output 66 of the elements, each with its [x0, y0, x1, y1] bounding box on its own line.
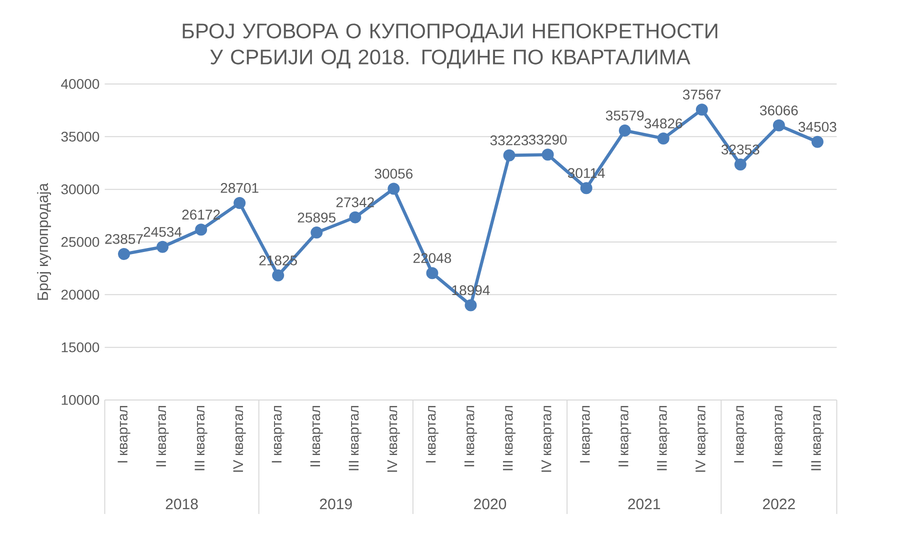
text: 2020: [474, 498, 506, 510]
point: [618, 124, 631, 137]
text: 2018: [166, 498, 198, 510]
x-tick-label: III квартал: [194, 406, 208, 470]
x-tick-label: IV квартал: [696, 406, 708, 472]
data-label: 37567: [682, 90, 721, 100]
x-tick-label: III квартал: [503, 406, 516, 470]
data-label: 34503: [798, 122, 836, 132]
data-label: 28701: [220, 183, 258, 193]
x-tick-label: I квартал: [118, 406, 130, 462]
text: 2021: [628, 498, 660, 510]
x-tick-label: I квартал: [734, 406, 747, 462]
x-tick-label: II квартал: [772, 406, 786, 466]
point: [272, 269, 284, 282]
x-tick-label: II квартал: [310, 406, 323, 466]
text: 2019: [320, 498, 352, 510]
x-tick-label: I квартал: [426, 406, 438, 462]
y-tick-label: 30000: [61, 184, 100, 194]
data-label: 36066: [760, 105, 798, 116]
data-label: 34826: [644, 118, 682, 128]
point: [388, 182, 400, 195]
data-label: 24534: [144, 226, 182, 237]
data-label: 33290: [528, 134, 567, 145]
point: [734, 158, 746, 171]
chart-title: БРОЈ УГОВОРА О КУПОПРОДАЈИ НЕПОКРЕТНОСТИ У СРБИЈИ ОД 2018. ГОДИНЕ ПО КВАРТАЛИМА: [182, 24, 718, 68]
data-label: 23857: [105, 234, 143, 244]
x-tick-label: IV квартал: [542, 406, 554, 472]
x-tick-label: II квартал: [618, 406, 632, 466]
point: [657, 132, 670, 144]
x-tick-label: IV квартал: [233, 406, 246, 472]
x-tick-label: III квартал: [811, 406, 824, 470]
x-tick-label: III квартал: [348, 406, 362, 470]
data-label: 30056: [374, 168, 413, 179]
text: 2022: [763, 498, 795, 510]
point: [811, 136, 824, 148]
point: [195, 224, 208, 236]
y-tick-label: 10000: [62, 395, 100, 405]
y-tick-label: 25000: [61, 237, 100, 247]
point: [503, 149, 516, 162]
y-tick-label: 35000: [61, 132, 100, 142]
point: [118, 248, 130, 260]
y-tick-label: 20000: [61, 290, 100, 300]
y-tick-label: 15000: [62, 342, 100, 352]
x-tick-label: IV квартал: [387, 406, 400, 472]
data-label: 27342: [336, 197, 374, 208]
x-tick-label: I квартал: [272, 406, 284, 462]
point: [426, 267, 438, 280]
point: [464, 299, 477, 312]
data-label: 33223: [490, 135, 528, 146]
y-tick-label: 40000: [61, 79, 100, 89]
data-label: 35579: [606, 110, 644, 120]
x-tick-label: I квартал: [580, 406, 593, 462]
data-label: 26172: [182, 210, 220, 220]
x-tick-label: II квартал: [464, 406, 478, 466]
point: [310, 226, 323, 239]
x-tick-label: III квартал: [657, 406, 670, 470]
point: [772, 119, 785, 132]
point: [696, 104, 708, 116]
point: [580, 182, 592, 194]
y-axis-title: Број купопродаја: [37, 183, 52, 300]
point: [156, 240, 169, 253]
point: [542, 148, 554, 161]
data-label: 25895: [298, 212, 336, 222]
x-tick-label: II квартал: [156, 406, 169, 466]
point: [234, 197, 246, 210]
point: [349, 211, 362, 224]
